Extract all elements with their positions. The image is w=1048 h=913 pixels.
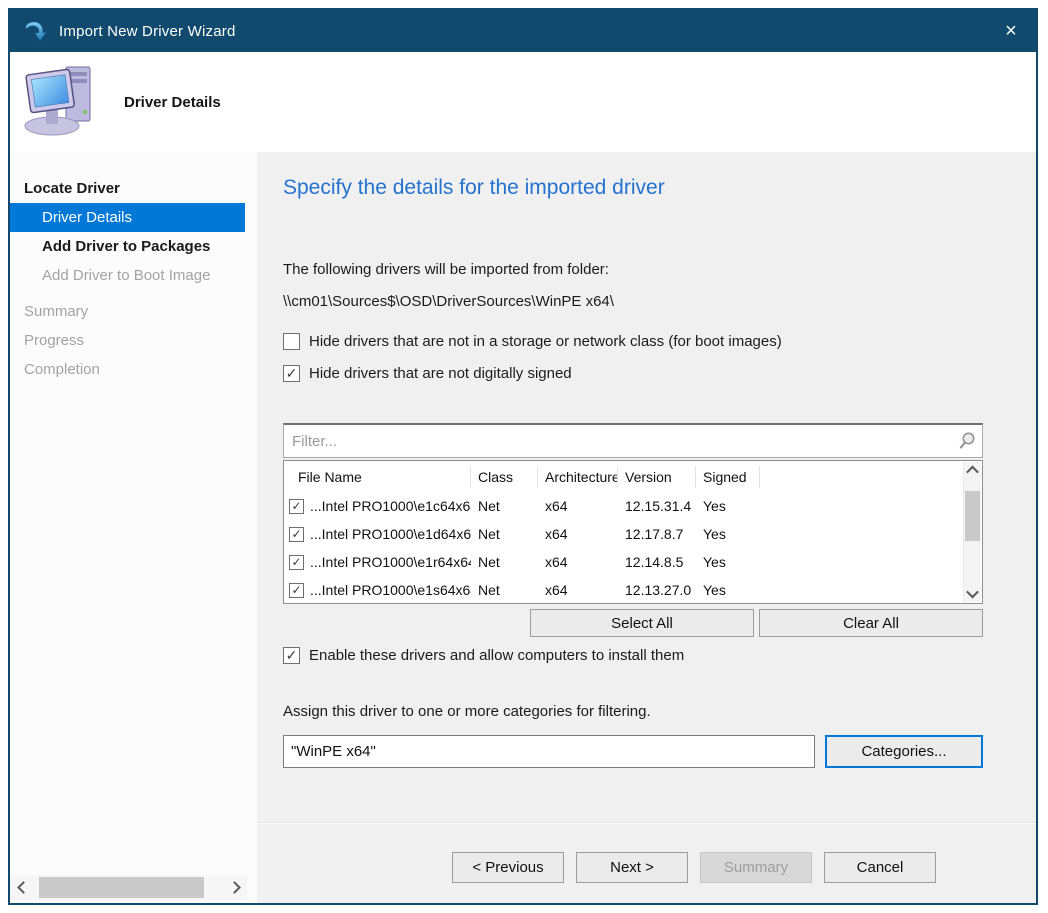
cell-file-name: ...Intel PRO1000\e1s64x64.inf	[310, 582, 471, 598]
select-all-button[interactable]: Select All	[530, 609, 754, 637]
enable-drivers-checkbox[interactable]	[283, 647, 300, 664]
row-checkbox[interactable]	[289, 582, 304, 598]
import-arrow-icon	[22, 19, 48, 43]
list-vertical-scrollbar[interactable]	[963, 462, 981, 602]
cell-class: Net	[478, 582, 500, 598]
row-checkbox[interactable]	[289, 526, 304, 542]
hide-storage-checkbox-label[interactable]: Hide drivers that are not in a storage o…	[309, 333, 782, 350]
wizard-header: Driver Details	[10, 52, 1036, 152]
cell-class: Net	[478, 554, 500, 570]
sidebar-item-summary: Summary	[24, 303, 89, 320]
import-source-label: The following drivers will be imported f…	[283, 261, 609, 278]
sidebar-item-locate-driver[interactable]: Locate Driver	[24, 180, 120, 197]
scroll-down-icon[interactable]	[964, 585, 980, 602]
column-header-class[interactable]: Class	[471, 465, 538, 488]
cell-version: 12.15.31.4	[625, 498, 692, 514]
row-checkbox[interactable]	[289, 554, 304, 570]
cell-architecture: x64	[545, 526, 568, 542]
scroll-right-icon[interactable]	[221, 875, 247, 900]
sidebar-horizontal-scrollbar[interactable]	[10, 875, 247, 900]
table-row[interactable]: ...Intel PRO1000\e1c64x64.inf Net x64 12…	[284, 492, 982, 520]
cell-signed: Yes	[703, 582, 726, 598]
filter-box	[283, 423, 983, 458]
next-button[interactable]: Next >	[576, 852, 688, 883]
summary-button: Summary	[700, 852, 812, 883]
wizard-footer-buttons: < Previous Next > Summary Cancel	[452, 852, 936, 883]
cell-architecture: x64	[545, 554, 568, 570]
close-icon[interactable]: ×	[1005, 19, 1017, 42]
previous-button[interactable]: < Previous	[452, 852, 564, 883]
cell-signed: Yes	[703, 498, 726, 514]
content-heading: Specify the details for the imported dri…	[283, 176, 665, 199]
assign-categories-label: Assign this driver to one or more catego…	[283, 703, 651, 720]
cell-class: Net	[478, 498, 500, 514]
cell-class: Net	[478, 526, 500, 542]
driver-list-header: File Name Class Architecture Version Sig…	[284, 461, 982, 492]
sidebar-item-completion: Completion	[24, 361, 100, 378]
cell-signed: Yes	[703, 526, 726, 542]
hide-unsigned-checkbox[interactable]	[283, 365, 300, 382]
scrollbar-thumb[interactable]	[965, 491, 980, 541]
hide-storage-checkbox[interactable]	[283, 333, 300, 350]
driver-list: File Name Class Architecture Version Sig…	[283, 460, 983, 604]
table-row[interactable]: ...Intel PRO1000\e1r64x64.inf Net x64 12…	[284, 548, 982, 576]
import-source-path: \\cm01\Sources$\OSD\DriverSources\WinPE …	[283, 293, 614, 310]
title-bar: Import New Driver Wizard ×	[10, 10, 1036, 52]
wizard-window: Import New Driver Wizard ×	[8, 8, 1038, 905]
cell-version: 12.17.8.7	[625, 526, 684, 542]
row-checkbox[interactable]	[289, 498, 304, 514]
wizard-steps-sidebar: Locate Driver Driver Details Add Driver …	[10, 152, 257, 903]
categories-button[interactable]: Categories...	[825, 735, 983, 768]
cell-architecture: x64	[545, 498, 568, 514]
category-field[interactable]	[283, 735, 815, 768]
column-header-file-name[interactable]: File Name	[284, 465, 471, 488]
sidebar-item-add-driver-to-boot-image: Add Driver to Boot Image	[42, 267, 211, 284]
category-row: Categories...	[283, 735, 983, 768]
scroll-up-icon[interactable]	[964, 462, 980, 479]
hide-unsigned-checkbox-row[interactable]: Hide drivers that are not digitally sign…	[283, 365, 572, 382]
main-content: Specify the details for the imported dri…	[257, 152, 1036, 903]
search-icon	[952, 431, 982, 451]
scroll-left-icon[interactable]	[10, 875, 36, 900]
cell-file-name: ...Intel PRO1000\e1r64x64.inf	[310, 554, 471, 570]
hide-storage-checkbox-row[interactable]: Hide drivers that are not in a storage o…	[283, 333, 782, 350]
cell-version: 12.13.27.0	[625, 582, 692, 598]
enable-drivers-checkbox-row[interactable]: Enable these drivers and allow computers…	[283, 647, 684, 664]
page-title: Driver Details	[124, 93, 221, 111]
column-header-architecture[interactable]: Architecture	[538, 465, 618, 488]
footer-divider	[257, 822, 1036, 824]
hide-unsigned-checkbox-label[interactable]: Hide drivers that are not digitally sign…	[309, 365, 572, 382]
sidebar-item-driver-details[interactable]: Driver Details	[10, 203, 245, 232]
computer-icon	[24, 62, 100, 143]
select-clear-row: Select All Clear All	[283, 609, 983, 637]
clear-all-button[interactable]: Clear All	[759, 609, 983, 637]
table-row[interactable]: ...Intel PRO1000\e1s64x64.inf Net x64 12…	[284, 576, 982, 603]
window-title: Import New Driver Wizard	[59, 22, 236, 40]
column-header-version[interactable]: Version	[618, 465, 696, 488]
cell-file-name: ...Intel PRO1000\e1c64x64.inf	[310, 498, 471, 514]
cell-signed: Yes	[703, 554, 726, 570]
scrollbar-thumb[interactable]	[39, 877, 204, 898]
cell-version: 12.14.8.5	[625, 554, 684, 570]
cell-architecture: x64	[545, 582, 568, 598]
table-row[interactable]: ...Intel PRO1000\e1d64x64.inf Net x64 12…	[284, 520, 982, 548]
cell-file-name: ...Intel PRO1000\e1d64x64.inf	[310, 526, 471, 542]
cancel-button[interactable]: Cancel	[824, 852, 936, 883]
filter-input[interactable]	[284, 432, 952, 450]
sidebar-item-progress: Progress	[24, 332, 85, 349]
sidebar-item-add-driver-to-packages[interactable]: Add Driver to Packages	[42, 238, 211, 255]
enable-drivers-checkbox-label[interactable]: Enable these drivers and allow computers…	[309, 647, 685, 664]
column-header-signed[interactable]: Signed	[696, 465, 760, 488]
